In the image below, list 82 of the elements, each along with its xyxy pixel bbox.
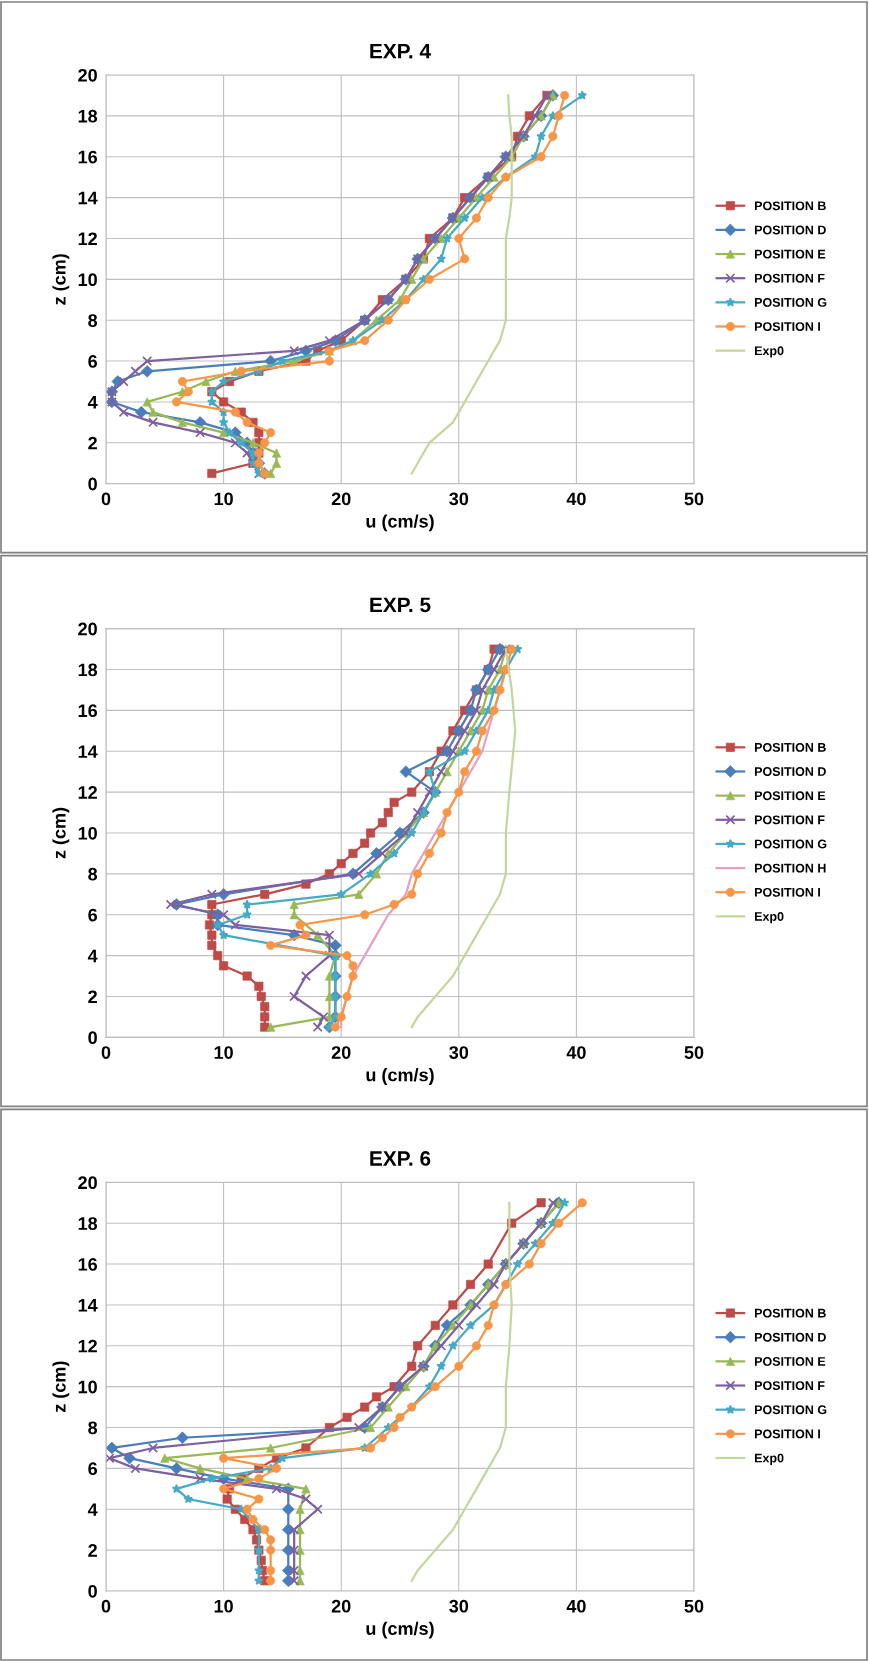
y-tick-label: 4 xyxy=(87,396,98,409)
y-tick-label: 16 xyxy=(78,1258,98,1271)
y-tick-label: 10 xyxy=(78,826,97,840)
x-axis-title: u (cm/s) xyxy=(366,1621,434,1639)
y-tick-label: 8 xyxy=(88,314,98,327)
legend-label: POSITION E xyxy=(754,791,826,801)
x-tick-label: 0 xyxy=(101,1046,111,1059)
y-tick-label: 16 xyxy=(78,150,98,164)
y-tick-label: 10 xyxy=(78,273,97,287)
y-tick-label: 6 xyxy=(88,355,98,368)
y-tick-label: 10 xyxy=(78,1380,97,1394)
x-tick-label: 40 xyxy=(566,1599,586,1613)
y-tick-label: 20 xyxy=(78,1176,97,1190)
y-axis-title: z (cm) xyxy=(52,254,70,305)
legend-label: Exp0 xyxy=(754,912,784,924)
y-tick-label: 8 xyxy=(88,867,98,881)
y-tick-label: 18 xyxy=(78,109,98,123)
x-tick-label: 10 xyxy=(214,1599,233,1613)
x-tick-label: 40 xyxy=(566,1046,586,1059)
legend-label: POSITION F xyxy=(754,1381,825,1391)
x-tick-label: 50 xyxy=(684,492,704,506)
x-tick-label: 20 xyxy=(331,492,351,506)
x-tick-label: 30 xyxy=(449,492,469,506)
x-tick-label: 50 xyxy=(684,1046,704,1059)
x-axis-title: u (cm/s) xyxy=(366,514,434,532)
x-tick-label: 10 xyxy=(214,492,233,506)
y-tick-label: 2 xyxy=(88,990,97,1004)
x-tick-label: 10 xyxy=(214,1046,233,1059)
x-tick-label: 0 xyxy=(101,1599,111,1613)
legend-label: POSITION F xyxy=(754,273,825,283)
x-tick-label: 50 xyxy=(684,1599,704,1613)
y-tick-label: 6 xyxy=(88,908,98,922)
legend-label: POSITION D xyxy=(754,1332,826,1342)
legend-label: Exp0 xyxy=(754,346,784,358)
x-tick-label: 20 xyxy=(331,1599,351,1613)
y-tick-label: 8 xyxy=(88,1421,98,1435)
legend-label: POSITION G xyxy=(754,297,827,307)
y-tick-label: 18 xyxy=(78,1217,98,1230)
y-axis-title: z (cm) xyxy=(52,807,70,859)
legend-label: POSITION D xyxy=(754,225,826,235)
legend-label: POSITION B xyxy=(754,1308,826,1318)
legend-label: POSITION I xyxy=(754,1429,820,1439)
y-tick-label: 12 xyxy=(78,232,97,246)
x-tick-label: 0 xyxy=(101,492,111,506)
y-axis-title: z (cm) xyxy=(52,1361,70,1413)
y-tick-label: 12 xyxy=(78,1339,97,1353)
legend-label: POSITION B xyxy=(754,742,826,752)
y-tick-label: 0 xyxy=(88,477,97,491)
legend-label: POSITION F xyxy=(754,815,825,825)
legend-label: POSITION D xyxy=(754,767,826,776)
y-tick-label: 16 xyxy=(78,704,98,718)
legend-label: POSITION G xyxy=(754,1405,827,1415)
x-axis-title: u (cm/s) xyxy=(366,1068,434,1085)
y-tick-label: 6 xyxy=(88,1462,98,1476)
y-tick-label: 20 xyxy=(78,68,97,82)
legend-label: POSITION G xyxy=(754,839,827,849)
y-tick-label: 14 xyxy=(78,1299,98,1312)
y-tick-label: 12 xyxy=(78,786,97,799)
y-tick-label: 4 xyxy=(87,949,98,963)
y-tick-label: 2 xyxy=(88,436,97,450)
y-tick-label: 14 xyxy=(78,191,98,205)
chart-title: EXP. 6 xyxy=(370,1151,431,1166)
legend-label: POSITION I xyxy=(754,322,820,331)
legend-label: POSITION E xyxy=(754,249,826,259)
legend-label: POSITION B xyxy=(754,201,826,211)
legend-label: POSITION I xyxy=(754,887,820,897)
x-tick-label: 30 xyxy=(449,1046,469,1059)
y-tick-label: 0 xyxy=(88,1031,97,1045)
legend-label: POSITION E xyxy=(754,1357,826,1366)
x-tick-label: 20 xyxy=(331,1046,351,1059)
y-tick-label: 0 xyxy=(88,1584,97,1598)
chart-title: EXP. 4 xyxy=(370,44,431,59)
y-tick-label: 4 xyxy=(87,1503,98,1516)
legend-label: POSITION H xyxy=(754,863,826,873)
y-tick-label: 14 xyxy=(78,745,98,758)
legend-label: Exp0 xyxy=(754,1453,784,1465)
y-tick-label: 2 xyxy=(88,1544,97,1557)
x-tick-label: 30 xyxy=(449,1599,469,1613)
x-tick-label: 40 xyxy=(566,492,586,506)
chart-title: EXP. 5 xyxy=(370,597,431,613)
y-tick-label: 18 xyxy=(78,663,98,677)
y-tick-label: 20 xyxy=(78,622,97,636)
